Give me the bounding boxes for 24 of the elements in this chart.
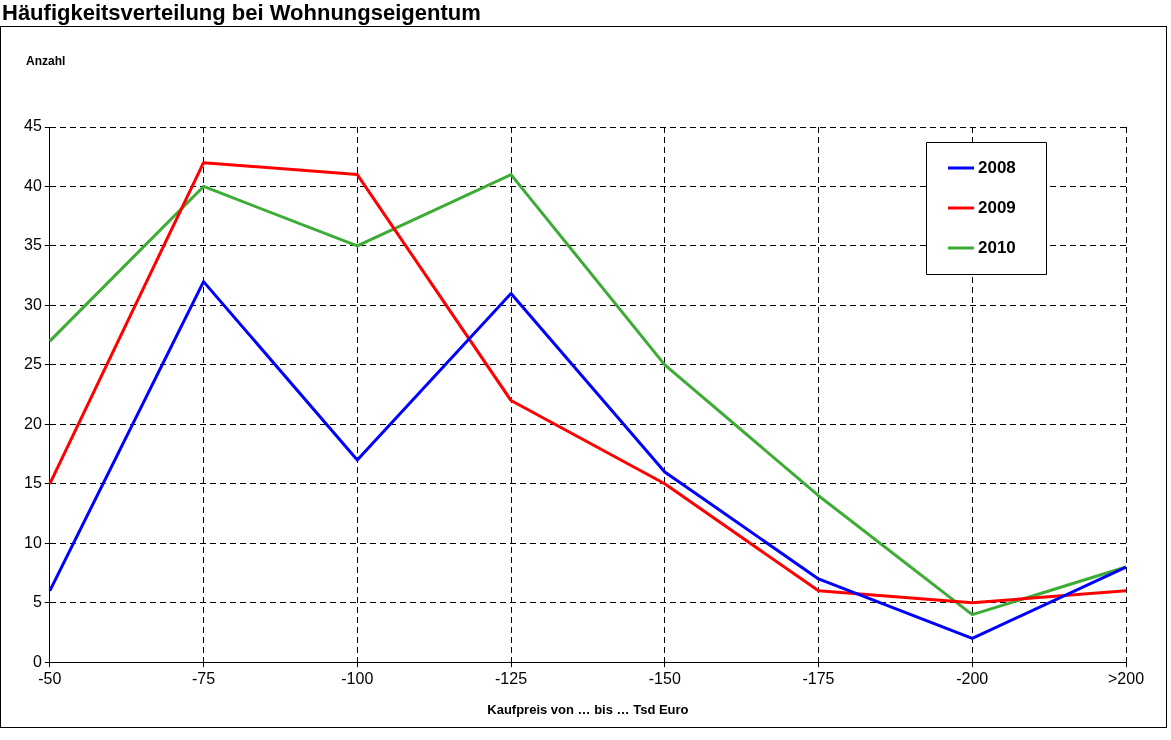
x-tick-label: -150 [648, 670, 681, 688]
y-tick-label: 30 [24, 295, 42, 313]
legend-label: 2009 [978, 197, 1016, 217]
y-tick-label: 0 [32, 652, 42, 670]
y-tick-label: 15 [24, 474, 42, 492]
y-tick-label: 25 [24, 355, 42, 373]
legend-label: 2010 [978, 237, 1016, 257]
x-tick-label: -50 [38, 670, 62, 688]
x-axis-title: Kaufpreis von … bis … Tsd Euro [487, 701, 689, 717]
x-tick-label: -125 [495, 670, 528, 688]
x-tick-label: -175 [802, 670, 835, 688]
y-tick-label: 40 [24, 176, 42, 194]
x-tick-label: -75 [191, 670, 216, 688]
y-tick-label: 35 [24, 236, 42, 254]
y-axis-title: Anzahl [26, 54, 66, 69]
y-tick-label: 20 [24, 414, 42, 432]
legend-label: 2008 [978, 157, 1016, 177]
y-tick-label: 10 [24, 533, 42, 551]
x-tick-label: -200 [956, 670, 989, 688]
chart-title: Häufigkeitsverteilung bei Wohnungseigentum [1, 0, 482, 26]
y-tick-label: 5 [32, 593, 42, 611]
x-tick-label: -100 [341, 670, 374, 688]
x-tick-label: >200 [1107, 670, 1145, 688]
y-tick-label: 45 [24, 117, 42, 135]
